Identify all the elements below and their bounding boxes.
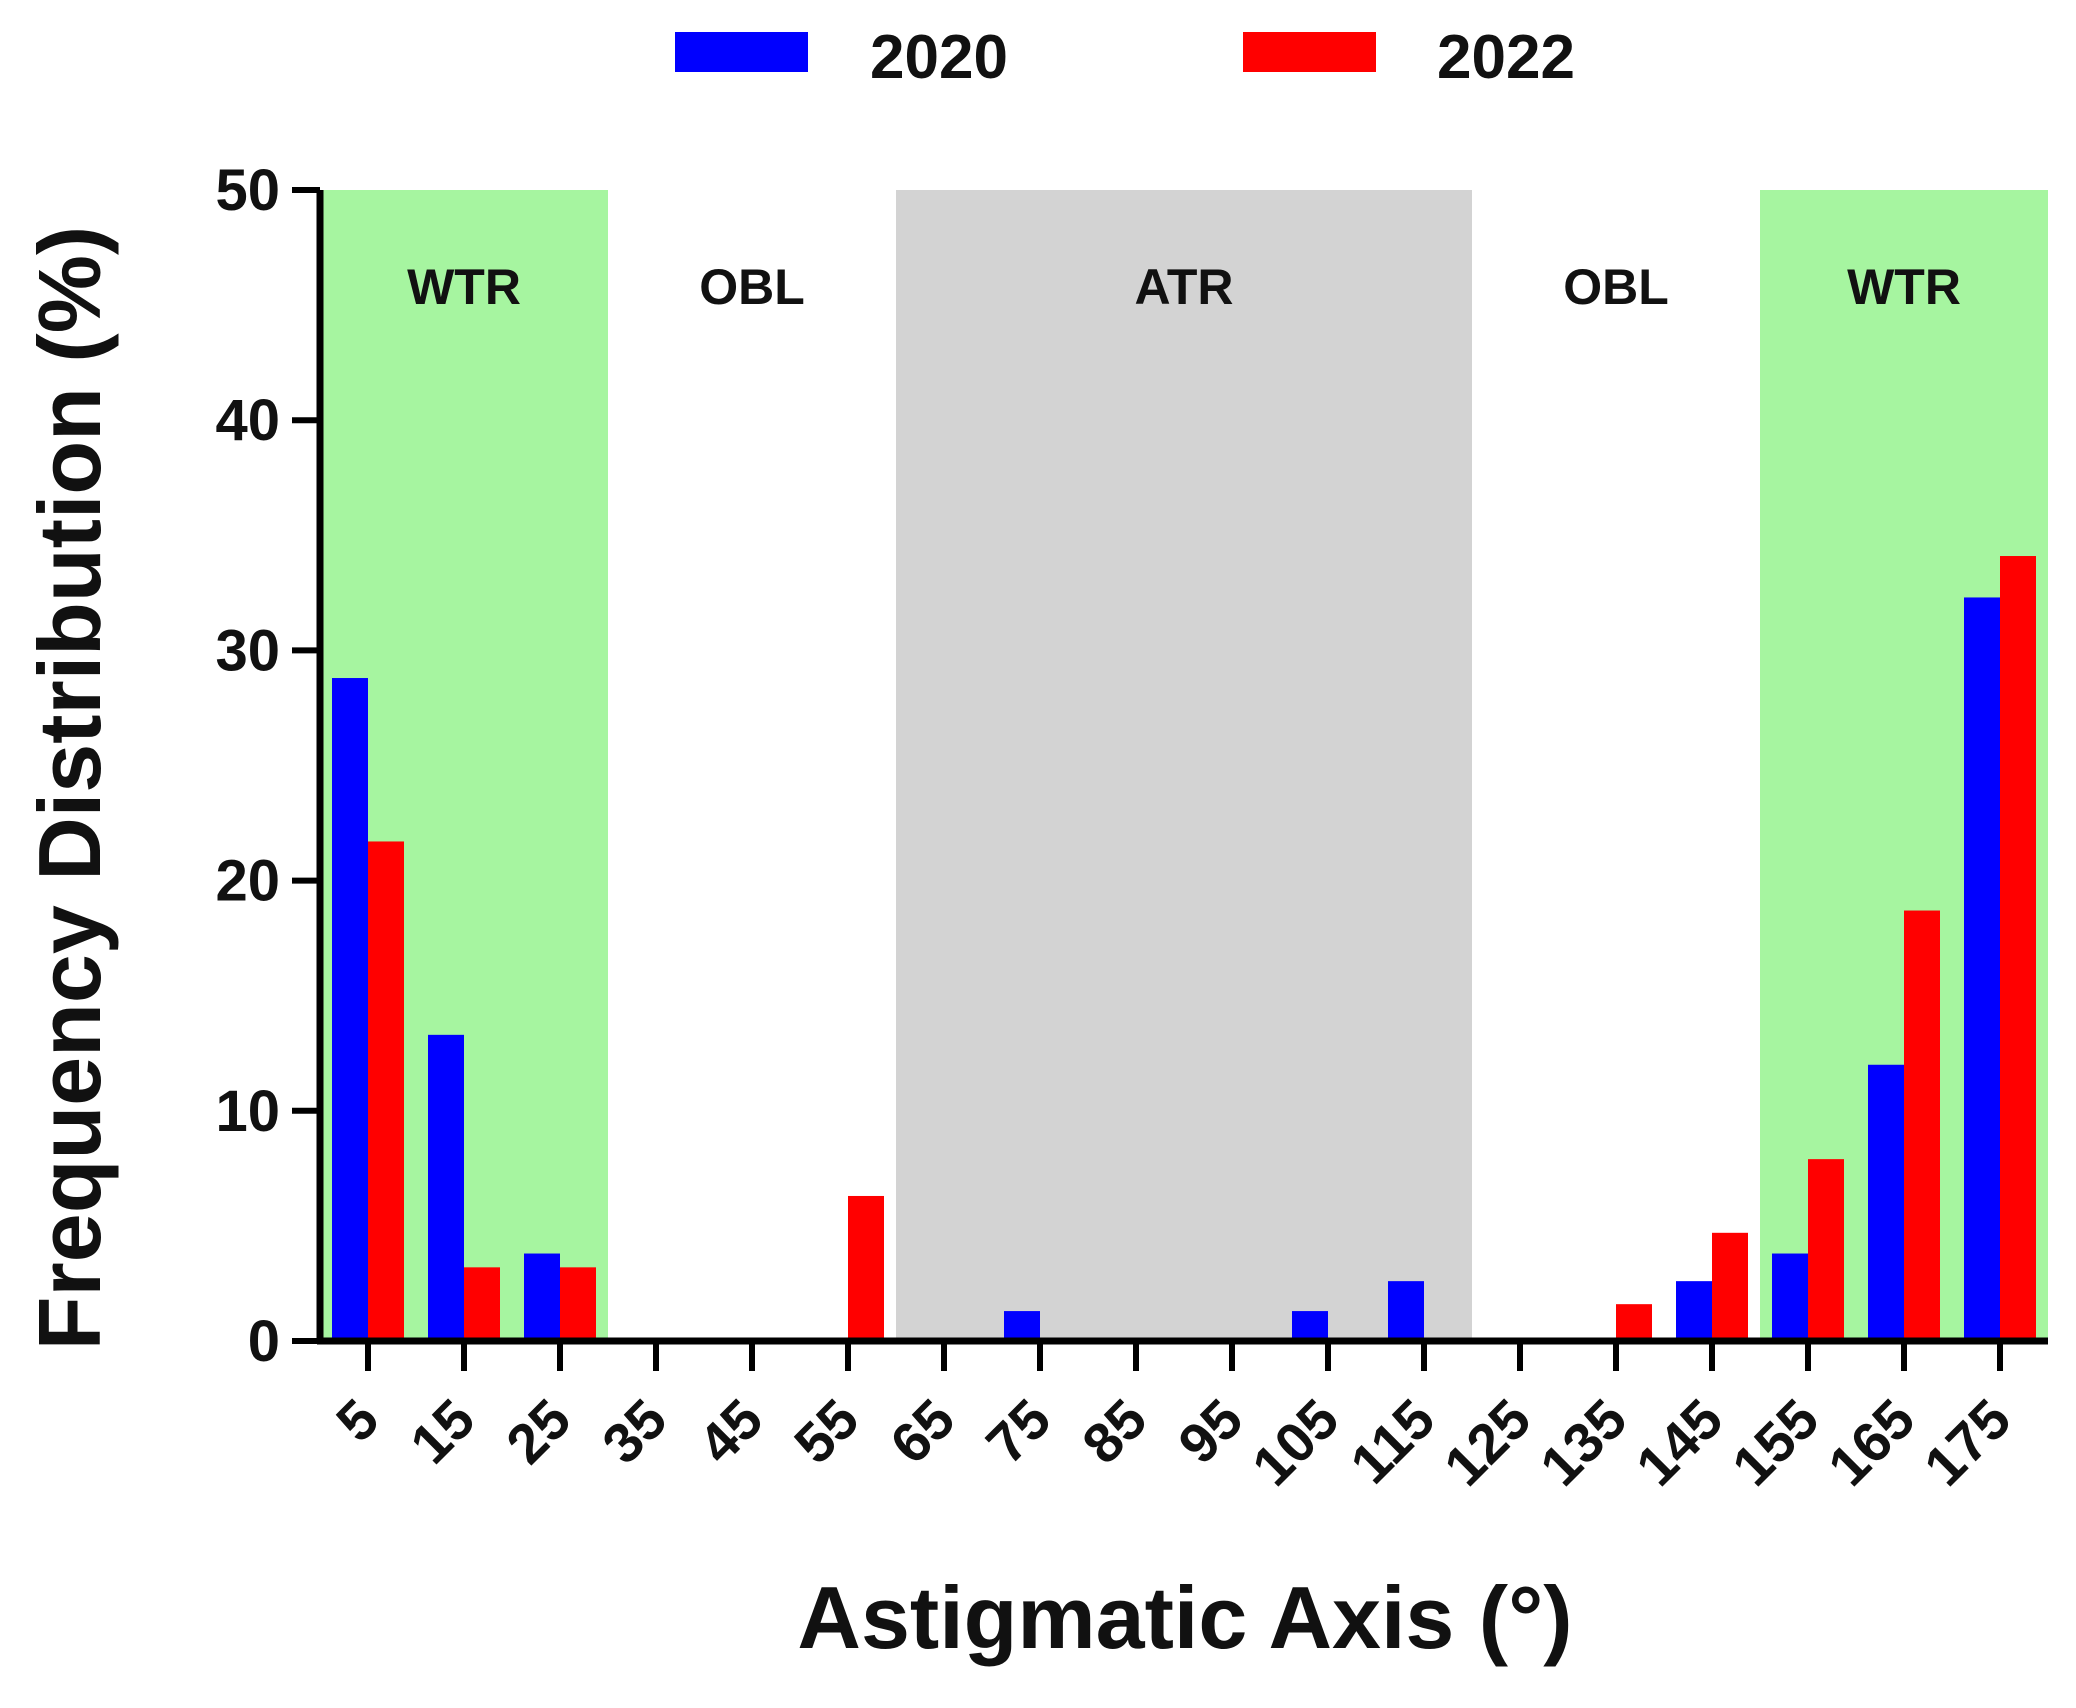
x-tick-label-45: 45: [686, 1387, 775, 1476]
x-tick-label-115: 115: [1338, 1387, 1446, 1495]
x-axis-title: Astigmatic Axis (°): [797, 1568, 1572, 1667]
region-label-obl: OBL: [699, 259, 805, 315]
bar-2022-145: [1712, 1232, 1748, 1341]
x-tick-label-145: 145: [1624, 1387, 1735, 1498]
region-label-obl: OBL: [1563, 259, 1669, 315]
bars-layer: [332, 556, 2036, 1341]
y-tick-label-50: 50: [215, 158, 280, 223]
bar-2020-165: [1868, 1064, 1904, 1341]
bar-2022-15: [464, 1267, 500, 1341]
x-tick-label-75: 75: [974, 1387, 1063, 1476]
region-label-wtr: WTR: [1847, 259, 1961, 315]
bar-2022-55: [848, 1195, 884, 1341]
legend-label-2022: 2022: [1437, 23, 1575, 92]
x-tick-label-125: 125: [1432, 1387, 1543, 1498]
x-tick-label-165: 165: [1816, 1387, 1927, 1498]
x-tick-label-155: 155: [1720, 1387, 1831, 1498]
x-tick-label-35: 35: [590, 1387, 679, 1476]
bar-2022-175: [2000, 556, 2036, 1341]
region-label-wtr: WTR: [407, 259, 521, 315]
bar-2020-5: [332, 678, 368, 1341]
x-tick-label-85: 85: [1070, 1387, 1159, 1476]
bar-2020-105: [1292, 1311, 1328, 1341]
region-atr-2: [896, 190, 1472, 1341]
bar-2020-115: [1388, 1281, 1424, 1341]
y-axis-title: Frequency Distribution (%): [20, 226, 119, 1351]
region-obl-3: [1472, 190, 1760, 1341]
y-tick-label-30: 30: [215, 618, 280, 683]
y-tick-label-20: 20: [215, 849, 280, 914]
region-obl-1: [608, 190, 896, 1341]
bar-2022-5: [368, 841, 404, 1341]
x-tick-label-175: 175: [1912, 1387, 2023, 1498]
y-tick-label-40: 40: [215, 388, 280, 453]
x-tick-label-65: 65: [878, 1387, 967, 1476]
bar-2020-75: [1004, 1311, 1040, 1341]
legend-swatch-2020: [675, 32, 808, 72]
x-tick-label-135: 135: [1528, 1387, 1639, 1498]
bar-2020-25: [524, 1253, 560, 1341]
bar-2022-155: [1808, 1159, 1844, 1341]
x-tick-label-105: 105: [1240, 1387, 1351, 1498]
legend: 2020 2022: [675, 23, 1575, 92]
x-tick-label-5: 5: [324, 1387, 391, 1454]
legend-swatch-2022: [1243, 32, 1376, 72]
x-tick-label-55: 55: [782, 1387, 871, 1476]
x-tick-label-95: 95: [1166, 1387, 1255, 1476]
region-label-atr: ATR: [1134, 259, 1233, 315]
x-tick-label-15: 15: [398, 1387, 487, 1476]
bar-2022-25: [560, 1267, 596, 1341]
x-tick-label-25: 25: [494, 1387, 583, 1476]
bar-2020-175: [1964, 597, 2000, 1341]
y-tick-label-0: 0: [248, 1309, 280, 1374]
bar-2020-15: [428, 1034, 464, 1341]
regions-layer: WTR OBL ATR OBL WTR: [320, 190, 2048, 1341]
legend-label-2020: 2020: [870, 23, 1008, 92]
bar-2020-145: [1676, 1281, 1712, 1341]
y-tick-label-10: 10: [215, 1079, 280, 1144]
bar-2022-165: [1904, 910, 1940, 1341]
bar-2022-135: [1616, 1304, 1652, 1341]
bar-2020-155: [1772, 1253, 1808, 1341]
